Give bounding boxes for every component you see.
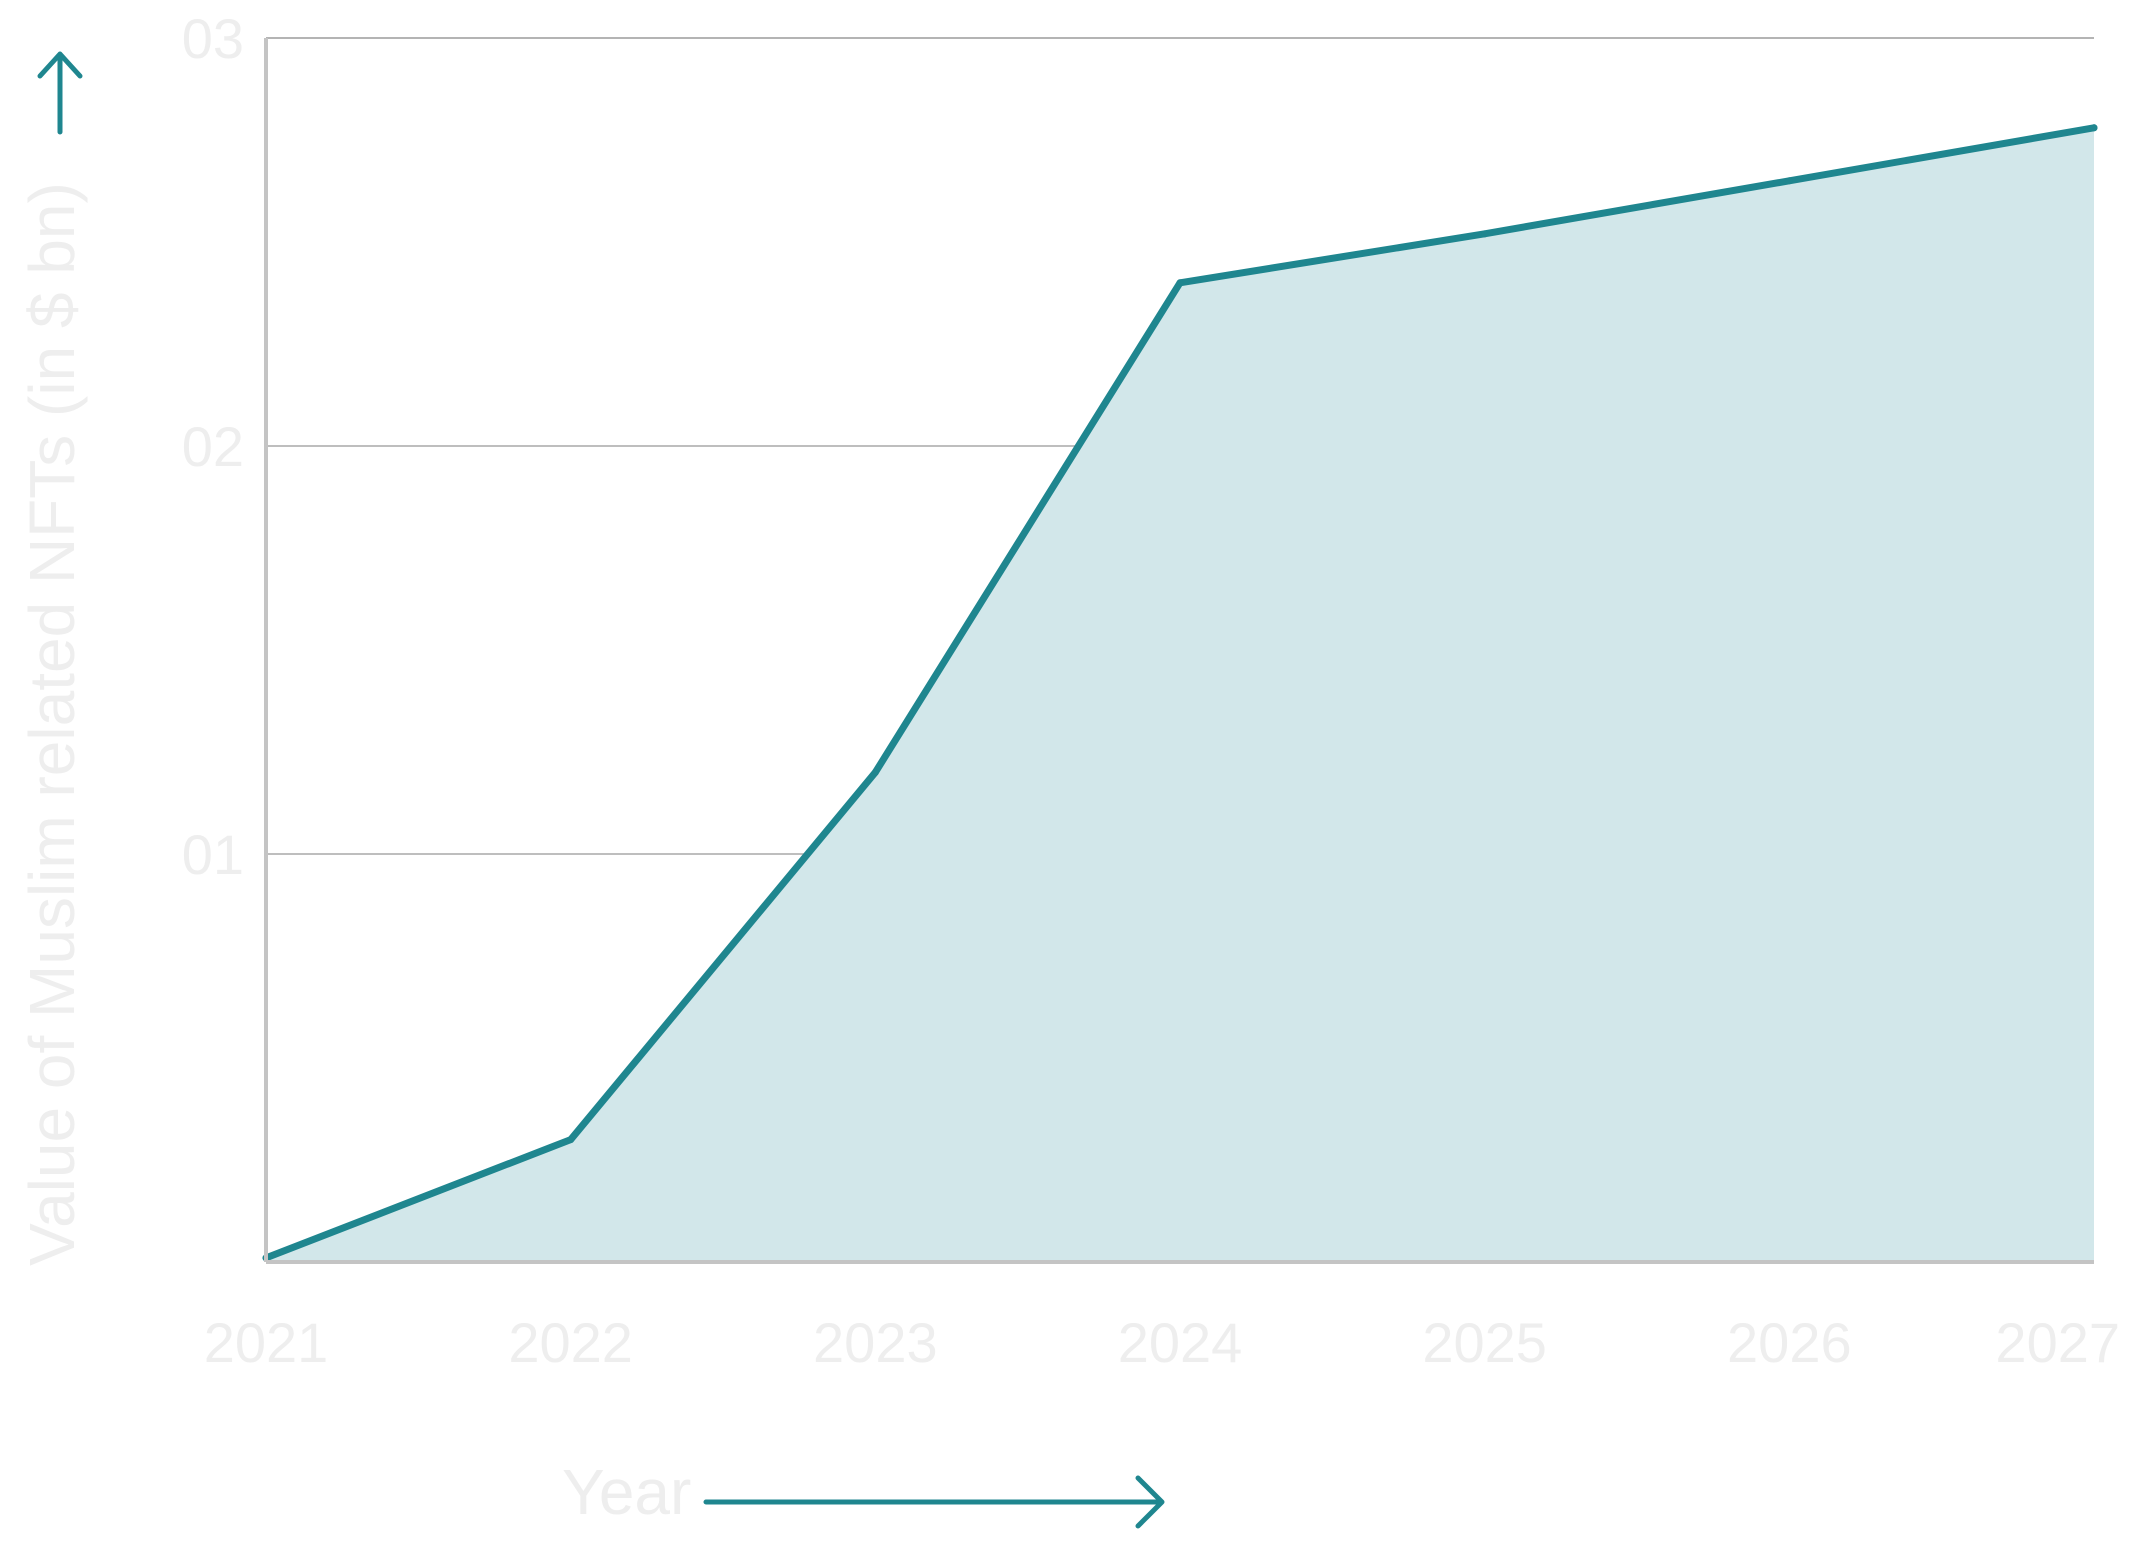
y-tick-label: 01 (182, 823, 244, 886)
x-axis-title: Year (562, 1456, 691, 1528)
y-tick-label: 02 (182, 415, 244, 478)
series-area (266, 127, 2094, 1262)
data-point (567, 1136, 575, 1144)
x-tick-labels: 2021 2022 2023 2024 2025 2026 2027 (204, 1311, 2120, 1374)
x-tick-label: 2023 (813, 1311, 938, 1374)
data-point (2090, 124, 2098, 132)
axes (264, 38, 2094, 1264)
x-tick-label: 2025 (1422, 1311, 1547, 1374)
x-tick-label: 2022 (508, 1311, 633, 1374)
y-tick-label: 03 (182, 7, 244, 70)
x-tick-label: 2021 (204, 1311, 329, 1374)
data-point (871, 768, 879, 776)
data-point (1176, 279, 1184, 287)
data-point (1785, 177, 1793, 185)
x-tick-label: 2027 (1995, 1311, 2120, 1374)
x-tick-label: 2024 (1118, 1311, 1243, 1374)
y-axis-title: Value of Muslim related NFTs (in $ bn) (16, 182, 88, 1266)
x-axis-arrow-icon (703, 1475, 1165, 1529)
y-tick-labels: 01 02 03 (182, 7, 244, 886)
x-tick-label: 2026 (1727, 1311, 1852, 1374)
data-point (1481, 230, 1489, 238)
y-axis-arrow-icon (37, 51, 83, 135)
